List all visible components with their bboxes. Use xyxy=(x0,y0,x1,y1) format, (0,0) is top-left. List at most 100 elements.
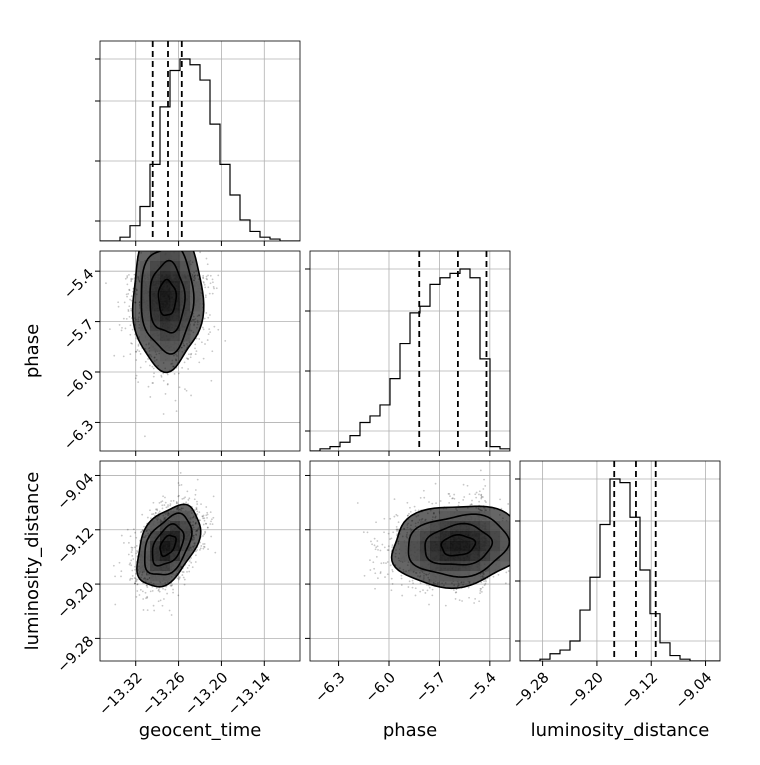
scatter-point xyxy=(123,355,125,357)
scatter-point xyxy=(204,520,206,522)
scatter-point xyxy=(194,343,196,345)
scatter-point xyxy=(152,590,154,592)
scatter-point xyxy=(390,564,392,566)
scatter-point xyxy=(153,605,155,607)
scatter-point xyxy=(415,587,417,589)
y-tick-label-luminosity_distance: −9.04 xyxy=(55,471,98,514)
scatter-point xyxy=(455,598,457,600)
scatter-point xyxy=(170,503,172,505)
scatter-point xyxy=(130,535,132,537)
scatter-point xyxy=(412,587,414,589)
scatter-point xyxy=(162,495,164,497)
scatter-point xyxy=(175,239,177,241)
scatter-point xyxy=(505,582,507,584)
scatter-point xyxy=(128,542,130,544)
scatter-point xyxy=(134,546,136,548)
scatter-point xyxy=(181,498,183,500)
scatter-point xyxy=(207,514,209,516)
scatter-point xyxy=(152,382,154,384)
scatter-point xyxy=(499,499,501,501)
scatter-point xyxy=(160,375,162,377)
scatter-point xyxy=(392,531,394,533)
scatter-point xyxy=(200,547,202,549)
scatter-point xyxy=(383,562,385,564)
scatter-point xyxy=(143,526,145,528)
scatter-point xyxy=(136,545,138,547)
scatter-point xyxy=(187,499,189,501)
scatter-point xyxy=(207,548,209,550)
scatter-point xyxy=(126,284,128,286)
y-axis-title-phase: phase xyxy=(22,324,43,378)
scatter-point xyxy=(173,500,175,502)
scatter-point xyxy=(153,372,155,374)
scatter-point xyxy=(471,500,473,502)
scatter-point xyxy=(211,350,213,352)
scatter-point xyxy=(120,576,122,578)
plot-area xyxy=(105,198,226,437)
scatter-point xyxy=(131,295,133,297)
scatter-point xyxy=(516,565,518,567)
plot-area xyxy=(113,472,216,616)
scatter-point xyxy=(141,514,143,516)
scatter-point xyxy=(199,549,201,551)
scatter-point xyxy=(169,245,171,247)
scatter-point xyxy=(131,555,133,557)
scatter-point xyxy=(208,333,210,335)
scatter-point xyxy=(206,258,208,260)
scatter-point xyxy=(151,366,153,368)
scatter-point xyxy=(129,316,131,318)
scatter-point xyxy=(148,236,150,238)
scatter-point xyxy=(445,605,447,607)
scatter-point xyxy=(164,497,166,499)
scatter-point xyxy=(163,413,165,415)
scatter-point xyxy=(205,506,207,508)
scatter-point xyxy=(211,232,213,234)
scatter-point xyxy=(126,318,128,320)
scatter-point xyxy=(192,566,194,568)
scatter-point xyxy=(431,594,433,596)
scatter-point xyxy=(187,368,189,370)
scatter-point xyxy=(202,238,204,240)
scatter-point xyxy=(160,244,162,246)
scatter-point xyxy=(409,507,411,509)
scatter-point xyxy=(159,591,161,593)
scatter-point xyxy=(171,244,173,246)
scatter-point xyxy=(162,588,164,590)
scatter-point xyxy=(463,484,465,486)
scatter-point xyxy=(200,545,202,547)
scatter-point xyxy=(205,523,207,525)
scatter-point xyxy=(401,584,403,586)
scatter-point xyxy=(376,540,378,542)
scatter-point xyxy=(131,549,133,551)
scatter-point xyxy=(204,343,206,345)
scatter-point xyxy=(201,341,203,343)
scatter-point xyxy=(165,506,167,508)
scatter-point xyxy=(153,368,155,370)
panel-frame xyxy=(100,461,300,661)
scatter-point xyxy=(367,531,369,533)
scatter-point xyxy=(145,597,147,599)
scatter-point xyxy=(129,334,131,336)
scatter-point xyxy=(474,598,476,600)
scatter-point xyxy=(155,512,157,514)
scatter-point xyxy=(480,588,482,590)
scatter-point xyxy=(198,215,200,217)
scatter-point xyxy=(174,227,176,229)
scatter-point xyxy=(120,570,122,572)
scatter-point xyxy=(205,296,207,298)
scatter-point xyxy=(203,281,205,283)
scatter-point xyxy=(160,501,162,503)
scatter-point xyxy=(184,361,186,363)
scatter-point xyxy=(214,552,216,554)
scatter-point xyxy=(162,508,164,510)
scatter-point xyxy=(135,359,137,361)
scatter-point xyxy=(105,282,107,284)
scatter-point xyxy=(523,528,525,530)
scatter-point xyxy=(137,246,139,248)
scatter-point xyxy=(161,504,163,506)
scatter-point xyxy=(144,435,146,437)
scatter-point xyxy=(195,353,197,355)
scatter-point xyxy=(357,502,359,504)
